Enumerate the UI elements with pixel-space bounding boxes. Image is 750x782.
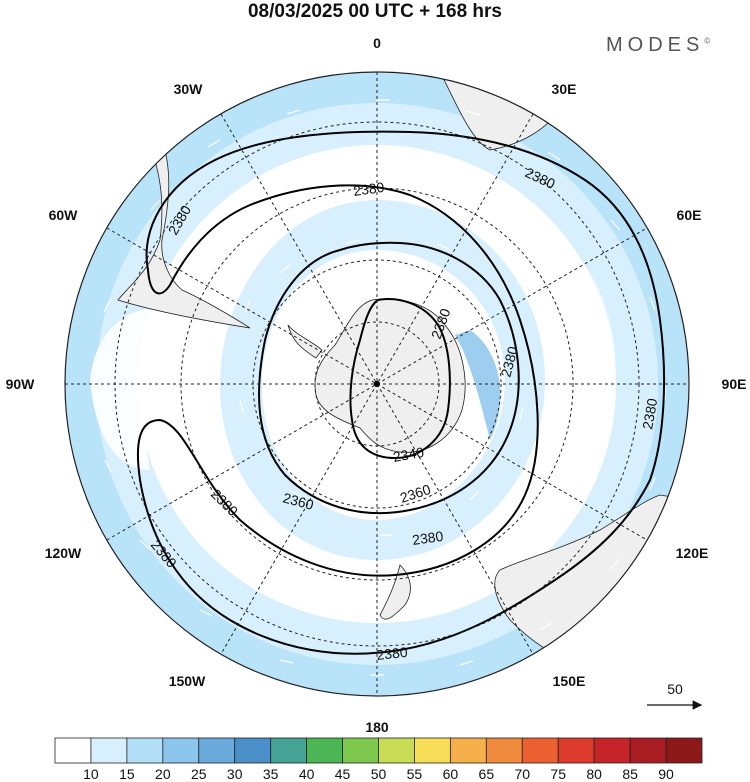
contour-label: 2360	[281, 489, 315, 513]
colorbar-tick-label: 90	[658, 766, 674, 782]
lon-label-30w: 30W	[174, 81, 204, 97]
colorbar-swatch	[198, 737, 236, 764]
colorbar-tick-label: 30	[227, 766, 243, 782]
contour-label: 2380	[411, 528, 444, 548]
lon-label-120e: 120E	[676, 545, 709, 561]
colorbar-tick-label: 60	[443, 766, 459, 782]
colorbar-swatch	[593, 737, 631, 764]
map-border	[64, 71, 690, 697]
colorbar-tick-label: 25	[191, 766, 207, 782]
lon-label-150e: 150E	[553, 673, 586, 689]
contour-label: 2380	[497, 344, 521, 378]
colorbar-tick-label: 50	[371, 766, 387, 782]
lon-label-180: 180	[365, 719, 389, 735]
colorbar-swatch	[557, 737, 595, 764]
contour-label: 2380	[376, 644, 409, 663]
colorbar-swatch	[629, 737, 667, 764]
colorbar-tick-label: 45	[335, 766, 351, 782]
contour-label: 2380	[352, 179, 385, 199]
colorbar-swatch	[521, 737, 559, 764]
calm-region-east	[545, 230, 616, 380]
colorbar-tick-label: 75	[550, 766, 566, 782]
lon-label-150w: 150W	[169, 673, 206, 689]
colorbar-swatch	[414, 737, 451, 764]
south-pole-marker	[374, 381, 380, 387]
lon-label-90e: 90E	[722, 376, 747, 392]
lon-label-120w: 120W	[45, 545, 82, 561]
contour-2380-outer	[136, 130, 666, 655]
colorbar-tick-label: 40	[299, 766, 315, 782]
new-zealand-landmass	[379, 564, 411, 620]
colorbar-tick-label: 15	[119, 766, 135, 782]
map-disc	[65, 72, 689, 696]
contour-label: 2380	[639, 397, 660, 431]
lon-label-30e: 30E	[552, 81, 577, 97]
calm-region-west	[90, 308, 175, 470]
lon-label-60e: 60E	[677, 207, 702, 223]
colorbar-tick-label: 35	[263, 766, 279, 782]
colorbar-swatch	[485, 737, 523, 764]
antarctic-peninsula	[287, 324, 323, 359]
lon-label-60w: 60W	[49, 207, 79, 223]
wind-reference-key: 50	[647, 681, 703, 710]
colorbar-tick-label: 70	[514, 766, 530, 782]
colorbar-swatch	[449, 737, 487, 764]
map-title: 08/03/2025 00 UTC + 168 hrs	[247, 1, 503, 22]
brand-mark: ©	[704, 36, 711, 46]
colorbar-swatch	[54, 737, 92, 764]
contour-label: 2340	[392, 444, 426, 465]
colorbar-tick-label: 80	[586, 766, 602, 782]
colorbar-tick-label: 20	[155, 766, 171, 782]
brand-logo: MODES©	[606, 34, 710, 57]
colorbar-tick-label: 55	[407, 766, 423, 782]
colorbar-swatch	[342, 737, 379, 764]
contour-2360	[258, 241, 520, 514]
colorbar-swatch	[162, 737, 200, 764]
colorbar-swatch	[306, 737, 343, 764]
colorbar-swatch	[90, 737, 128, 764]
colorbar-swatch	[378, 737, 415, 764]
contour-2340	[349, 298, 451, 460]
colorbar	[54, 737, 703, 764]
colorbar-tick-label: 85	[622, 766, 638, 782]
colorbar-swatch	[126, 737, 164, 764]
colorbar-swatch	[665, 737, 703, 764]
colorbar-swatch	[270, 737, 308, 764]
lon-label-0: 0	[373, 35, 381, 51]
wind-speed-core	[455, 330, 501, 440]
wind-reference-value: 50	[667, 681, 683, 697]
longitude-labels: 0 30E 60E 90E 120E 150E 180 150W 120W 90…	[6, 35, 747, 735]
wind-vectors	[94, 99, 666, 676]
colorbar-swatch	[234, 737, 272, 764]
lon-label-90w: 90W	[6, 376, 36, 392]
brand-text: MODES	[606, 34, 705, 56]
colorbar-tick-label: 65	[479, 766, 495, 782]
colorbar-tick-label: 10	[83, 766, 99, 782]
contours	[136, 130, 666, 655]
colorbar-tick-labels: 10 15 20 25 30 35 40 45 50 55 60 65 70 75 80 85 90	[83, 766, 674, 782]
